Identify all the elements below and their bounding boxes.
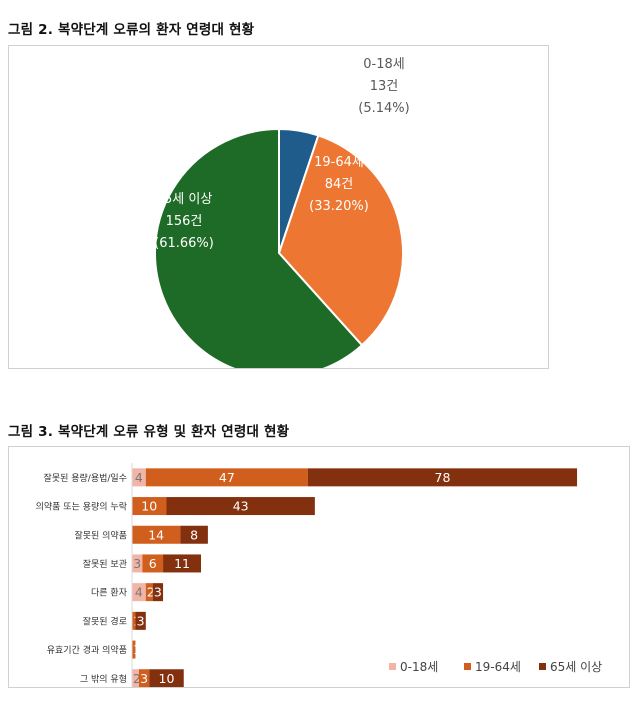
category-label: 잘못된 의약품 (74, 529, 127, 541)
bar-segment (307, 468, 578, 487)
bar-value-label: 3 (133, 556, 141, 571)
pie-slice (277, 134, 404, 347)
bar-segment (145, 583, 153, 602)
legend-swatch (464, 663, 471, 670)
bar-segment (149, 669, 184, 688)
pie-label-name: 65세 이상 (156, 192, 213, 207)
pie-label-pct: (33.20%) (309, 199, 369, 214)
bar-value-label: 8 (190, 527, 198, 542)
bar-value-label: 3 (154, 585, 162, 600)
bar-segment (142, 554, 164, 573)
pie-label-count: 13건 (370, 79, 399, 94)
legend-swatch (539, 663, 546, 670)
bar-value-label: 3 (137, 613, 145, 628)
bar-value-label: 47 (219, 470, 235, 485)
bar-segment (132, 640, 136, 659)
bar-segment (132, 468, 146, 487)
bar-segment (152, 583, 164, 602)
bar-segment (163, 554, 201, 573)
bar-value-label: 4 (135, 585, 143, 600)
figure-2-title: 그림 2. 복약단계 오류의 환자 연령대 현황 (8, 22, 255, 38)
pie-label-count: 156건 (166, 214, 203, 229)
pie-label-name: 0-18세 (363, 57, 404, 72)
category-label: 유효기간 경과 의약품 (47, 644, 127, 656)
bar-segment (180, 525, 208, 544)
bar-value-label: 11 (174, 556, 190, 571)
bar-value-label: 2 (147, 585, 155, 600)
legend-label: 65세 이상 (550, 660, 602, 674)
pie-label-name: 19-64세 (314, 155, 364, 170)
pie-label-count: 84건 (325, 177, 354, 192)
legend-swatch (389, 663, 396, 670)
category-label: 잘못된 경로 (83, 615, 127, 627)
bar-segment (132, 554, 143, 573)
bar-value-label: 6 (149, 556, 157, 571)
bar-segment (138, 669, 150, 688)
category-label: 잘못된 보관 (83, 558, 127, 570)
bar-value-label: 4 (135, 470, 143, 485)
bar-value-label: 3 (140, 671, 148, 686)
category-label: 다른 환자 (91, 587, 128, 599)
bar-segment (135, 611, 146, 630)
bar-value-label: 1 (133, 642, 141, 657)
pie-label-pct: (61.66%) (154, 236, 214, 251)
category-label: 의약품 또는 용량의 누락 (36, 501, 127, 513)
figure-3-title: 그림 3. 복약단계 오류 유형 및 환자 연령대 현황 (8, 424, 290, 440)
pie-chart-panel: 0-18세 13건 (5.14%) 19-64세 84건 (33.20%) 65세 이상 15… (8, 45, 549, 378)
bar-value-label: 14 (148, 527, 164, 542)
bar-value-label: 10 (141, 499, 157, 514)
pie-label-pct: (5.14%) (358, 101, 409, 116)
bar-segment (166, 497, 315, 516)
bar-segment (145, 468, 308, 487)
pie-chart: 0-18세 13건 (5.14%) 19-64세 84건 (33.20%) 65세 이상 15… (154, 57, 410, 378)
bar-value-label: 78 (435, 470, 451, 485)
bar-segment (132, 611, 136, 630)
bar-segment (132, 669, 139, 688)
bar-value-label: 10 (159, 671, 175, 686)
legend-label: 19-64세 (475, 660, 521, 674)
bar-value-label: 43 (233, 499, 249, 514)
bar-segment (132, 497, 167, 516)
bar-value-label: 2 (133, 671, 141, 686)
bar-segment (132, 525, 181, 544)
bar-chart-panel: 잘못된 용량/용법/일수 4 47 78 의약품 또는 용량의 누락 10 43 잘못된 의약… (8, 446, 630, 693)
category-label: 그 밖의 유형 (80, 674, 127, 685)
legend-label: 0-18세 (400, 660, 438, 674)
bar-segment (132, 583, 146, 602)
category-label: 잘못된 용량/용법/일수 (44, 472, 127, 484)
